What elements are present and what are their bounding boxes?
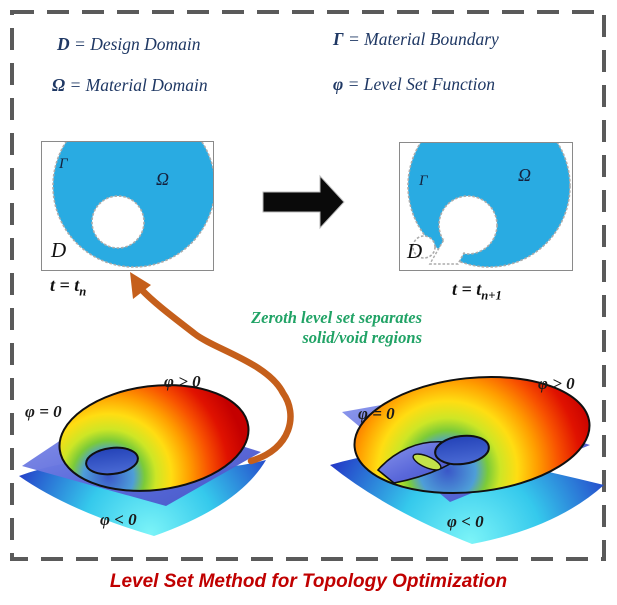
legend-material-domain: Ω = Material Domain	[52, 75, 208, 96]
transition-arrow-icon	[262, 174, 345, 230]
domain-figure-before: Γ Ω D	[41, 141, 214, 271]
time-prefix: t = t	[50, 275, 80, 295]
phi-surface-hole	[434, 434, 490, 466]
time-prefix: t = t	[452, 279, 482, 299]
gamma-label: Γ	[419, 173, 428, 189]
legend-text: = Material Domain	[69, 75, 208, 95]
legend-design-domain: D = Design Domain	[57, 34, 201, 55]
phi-zero-label: φ = 0	[25, 402, 62, 421]
time-subscript: n+1	[481, 288, 502, 303]
legend-text: = Material Boundary	[347, 29, 499, 49]
material-domain-drawing	[407, 143, 571, 268]
legend-symbol-omega: Ω	[52, 75, 66, 95]
surface-plot-drawing	[19, 384, 266, 536]
legend-text: = Level Set Function	[347, 74, 496, 94]
material-domain-drawing	[52, 142, 213, 268]
level-set-surface-before: φ > 0 φ = 0 φ < 0	[14, 366, 306, 548]
legend-symbol-D: D	[57, 34, 70, 54]
gamma-label: Γ	[59, 156, 68, 172]
surface-strand	[412, 453, 442, 471]
annotation-line1: Zeroth level set separates	[251, 308, 422, 327]
zero-level-set-annotation: Zeroth level set separates solid/void re…	[218, 308, 422, 349]
void-hole	[91, 195, 145, 249]
void-keyhole	[414, 197, 496, 263]
legend-level-set-function: φ = Level Set Function	[333, 74, 495, 95]
time-step-n1-label: t = tn+1	[452, 279, 502, 304]
domain-figure-after: Γ Ω D	[399, 142, 573, 271]
omega-label: Ω	[518, 165, 532, 185]
time-subscript: n	[79, 284, 87, 299]
legend-symbol-gamma: Γ	[333, 29, 344, 49]
legend-text: = Design Domain	[74, 34, 201, 54]
time-step-n-label: t = tn	[50, 275, 86, 300]
diagram-caption: Level Set Method for Topology Optimizati…	[109, 571, 508, 592]
surface-plot-drawing	[330, 375, 604, 544]
phi-zero-label: φ = 0	[358, 404, 395, 423]
phi-negative-label: φ < 0	[447, 512, 484, 531]
design-domain-label: D	[51, 238, 67, 262]
legend-symbol-phi: φ	[333, 74, 344, 94]
level-set-surface-after: φ > 0 φ = 0 φ < 0	[326, 360, 614, 560]
phi-positive-label: φ > 0	[164, 372, 201, 391]
annotation-line2: solid/void regions	[302, 328, 422, 348]
legend-material-boundary: Γ = Material Boundary	[333, 29, 499, 50]
phi-positive-label: φ > 0	[538, 374, 575, 393]
design-domain-label: D	[407, 239, 423, 263]
phi-negative-label: φ < 0	[100, 510, 137, 529]
omega-label: Ω	[156, 169, 170, 189]
